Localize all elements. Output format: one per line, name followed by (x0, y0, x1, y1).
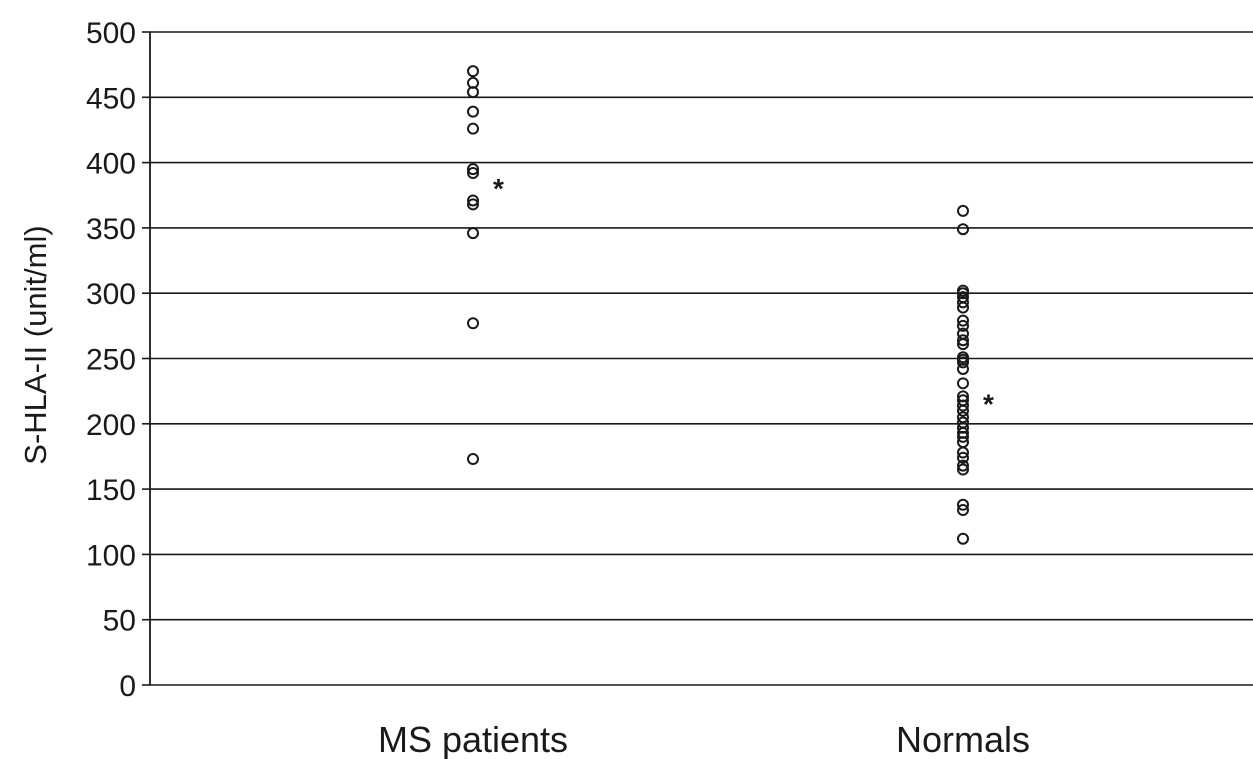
data-point (957, 223, 969, 236)
axes (142, 31, 151, 686)
y-tick-label: 250 (86, 344, 136, 377)
data-point (957, 532, 969, 545)
data-points (467, 65, 969, 545)
grid-lines (150, 31, 1253, 686)
data-point (467, 163, 479, 176)
data-point (957, 319, 969, 332)
data-point (957, 204, 969, 217)
significance-asterisk: * (493, 173, 504, 204)
data-point (467, 198, 479, 211)
data-point (957, 377, 969, 390)
significance-asterisk: * (983, 389, 994, 420)
data-point (957, 498, 969, 511)
y-tick-label: 350 (86, 213, 136, 246)
y-tick-label: 150 (86, 474, 136, 507)
data-point (957, 399, 969, 412)
y-tick-label: 200 (86, 409, 136, 442)
y-tick-label: 500 (86, 17, 136, 50)
y-tick-label: 400 (86, 148, 136, 181)
data-point (957, 314, 969, 327)
x-category-label: MS patients (378, 719, 568, 759)
data-point (957, 459, 969, 472)
data-point (957, 334, 969, 347)
significance-annotations: ** (493, 173, 994, 419)
data-point (467, 453, 479, 466)
y-tick-label: 100 (86, 539, 136, 572)
data-point (957, 356, 969, 369)
data-point (957, 301, 969, 314)
data-point (957, 430, 969, 443)
data-point (957, 296, 969, 309)
y-tick-label: 50 (103, 605, 136, 638)
data-point (467, 167, 479, 180)
data-point (467, 194, 479, 207)
data-point (957, 362, 969, 375)
data-point (467, 122, 479, 135)
data-point (467, 86, 479, 99)
y-axis-label: S-HLA-II (unit/ml) (18, 225, 53, 465)
data-point (957, 404, 969, 417)
y-tick-label: 300 (86, 278, 136, 311)
y-tick-label: 450 (86, 82, 136, 115)
y-tick-label: 0 (119, 670, 136, 703)
data-point (957, 446, 969, 459)
data-point (957, 338, 969, 351)
data-point (467, 317, 479, 330)
data-point (467, 65, 479, 78)
data-point (957, 451, 969, 464)
data-point (957, 463, 969, 476)
x-category-label: Normals (896, 719, 1030, 759)
data-point (957, 503, 969, 516)
x-tick-labels: MS patients Normals (378, 719, 1030, 759)
data-point (467, 227, 479, 240)
y-tick-labels: 0 50 100 150 200 250 300 350 400 450 500 (86, 17, 136, 703)
data-point (467, 105, 479, 118)
